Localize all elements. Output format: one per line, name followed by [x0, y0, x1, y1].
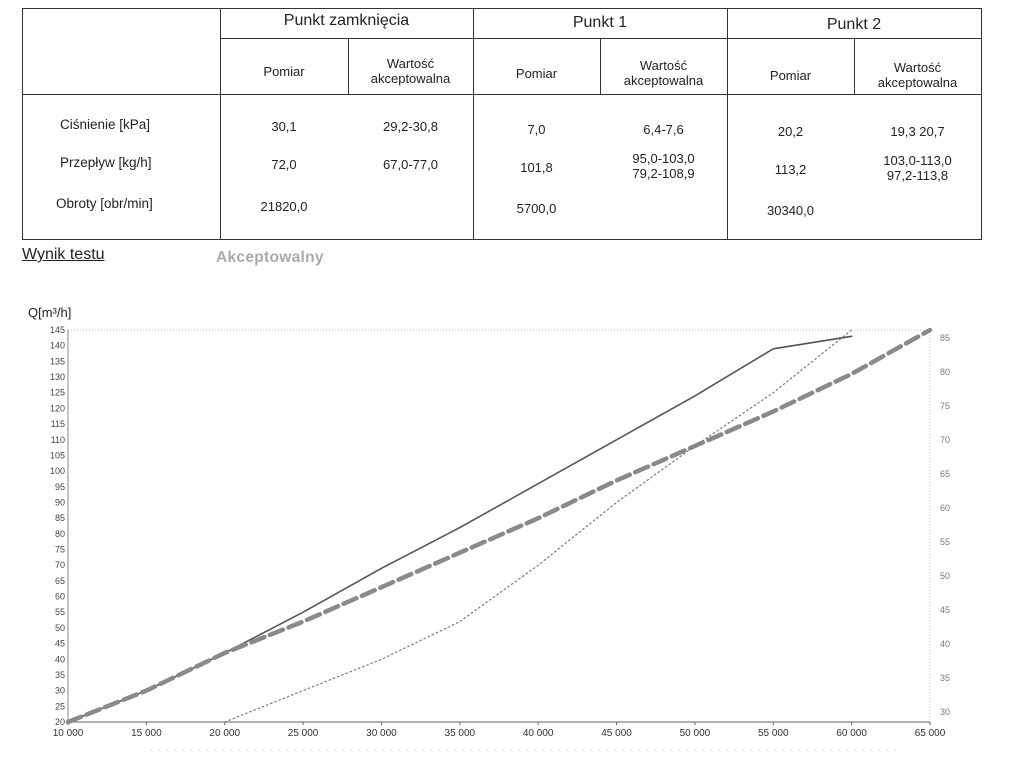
test-result-value: Akceptowalny [216, 249, 324, 266]
group-header-punkt1: Punkt 1 [572, 14, 628, 31]
y-tick-label: 90 [55, 497, 65, 507]
group-header-zamkniecia: Punkt zamknięcia [283, 12, 410, 29]
y-tick-label: 100 [50, 466, 65, 476]
y-tick-label: 135 [50, 356, 65, 366]
y-tick-label: 85 [55, 513, 65, 523]
right-axis-tick-label: 35 [940, 673, 950, 683]
flow-chart-svg: Q[m³/h] 20 25 30 35 40 45 50 55 60 65 70 75 80 85 90 95… [28, 305, 950, 751]
table-cell: 21820,0 [260, 199, 308, 214]
x-tick-label: 60 000 [836, 728, 867, 739]
row-label-pressure: Ciśnienie [kPa] [60, 117, 151, 132]
right-axis-tick-label: 75 [940, 401, 950, 411]
x-tick-label: 55 000 [758, 728, 789, 739]
table-cell: 95,0-103,0 79,2-108,9 [632, 151, 695, 181]
table-cell: 29,2-30,8 [383, 119, 438, 134]
right-axis-tick-label: 40 [940, 639, 950, 649]
series-line-dashed [65, 327, 933, 725]
y-tick-label: 125 [50, 388, 65, 398]
y-tick-label: 35 [55, 670, 65, 680]
y-axis-label: Q[m³/h] [28, 305, 71, 320]
x-tick-label: 40 000 [523, 728, 554, 739]
x-tick-label: 65 000 [915, 728, 946, 739]
right-axis-tick-label: 55 [940, 537, 950, 547]
series-line-solid [67, 335, 853, 723]
table-cell: 30,1 [271, 119, 297, 134]
group-header-punkt2: Punkt 2 [826, 16, 882, 33]
y-tick-label: 45 [55, 639, 65, 649]
x-tick-label: 25 000 [288, 728, 319, 739]
subheader-accepted: Wartość akceptowalna [370, 56, 451, 86]
y-tick-label: 140 [50, 341, 65, 351]
x-tick-label: 30 000 [366, 728, 397, 739]
x-tick-label: 35 000 [445, 728, 476, 739]
x-tick-label: 10 000 [53, 728, 84, 739]
y-tick-label: 120 [50, 403, 65, 413]
y-tick-label: 130 [50, 372, 65, 382]
flow-chart: Q[m³/h] 20 25 30 35 40 45 50 55 60 65 70 75 80 85 90 95… [0, 295, 1024, 759]
row-label-rpm: Obroty [obr/min] [56, 196, 153, 211]
table-cell: 6,4-7,6 [643, 122, 684, 137]
right-axis-tick-label: 65 [940, 469, 950, 479]
y-tick-label: 95 [55, 482, 65, 492]
subheader-accepted: Wartość akceptowalna [623, 58, 704, 88]
x-tick-label: 45 000 [601, 728, 632, 739]
subheader-measure: Pomiar [769, 68, 812, 83]
table-cell: 7,0 [527, 122, 546, 137]
series-line-dotted [224, 329, 853, 723]
x-tick-label: 20 000 [209, 728, 240, 739]
table-cell: 30340,0 [767, 203, 814, 218]
table-cell: 20,2 [777, 124, 804, 139]
right-axis-tick-label: 70 [940, 435, 950, 445]
right-axis-tick-label: 60 [940, 503, 950, 513]
right-axis-tick-label: 50 [940, 571, 950, 581]
x-tick-label: 50 000 [680, 728, 711, 739]
table-cell: 67,0-77,0 [383, 157, 438, 172]
results-table: Punkt zamknięcia Punkt 1 Punkt 2 Pomiar … [22, 8, 982, 240]
subheader-accepted: Wartość akceptowalna [877, 60, 958, 90]
table-cell: 72,0 [271, 157, 297, 172]
y-tick-label: 75 [55, 545, 65, 555]
row-label-flow: Przepływ [kg/h] [60, 155, 152, 170]
table-cell: 19,3 20,7 [890, 124, 945, 139]
table-cell: 101,8 [520, 160, 553, 175]
y-tick-label: 115 [51, 419, 65, 429]
right-axis-tick-label: 45 [940, 605, 950, 615]
right-axis-tick-label: 30 [940, 707, 950, 717]
y-tick-label: 50 [55, 623, 65, 633]
y-tick-label: 65 [55, 576, 65, 586]
subheader-measure: Pomiar [263, 64, 305, 79]
y-tick-label: 20 [55, 717, 65, 727]
table-cell: 103,0-113,0 97,2-113,8 [883, 153, 952, 183]
y-tick-label: 80 [55, 529, 65, 539]
y-tick-label: 40 [55, 654, 65, 664]
y-tick-label: 70 [55, 560, 65, 570]
y-tick-label: 30 [55, 686, 65, 696]
y-tick-label: 25 [55, 701, 65, 711]
x-tick-label: 15 000 [131, 728, 162, 739]
subheader-measure: Pomiar [515, 66, 558, 81]
test-result-label: Wynik testu [22, 246, 105, 263]
y-tick-label: 60 [55, 592, 65, 602]
y-tick-label: 105 [50, 450, 65, 460]
right-axis-tick-label: 80 [940, 367, 950, 377]
y-tick-label: 55 [55, 607, 65, 617]
table-cell: 5700,0 [516, 201, 557, 216]
y-tick-label: 145 [50, 325, 65, 335]
table-cell: 113,2 [774, 162, 807, 177]
right-axis-tick-label: 85 [940, 333, 950, 343]
y-tick-label: 110 [51, 435, 65, 445]
plot-frame [67, 329, 931, 723]
